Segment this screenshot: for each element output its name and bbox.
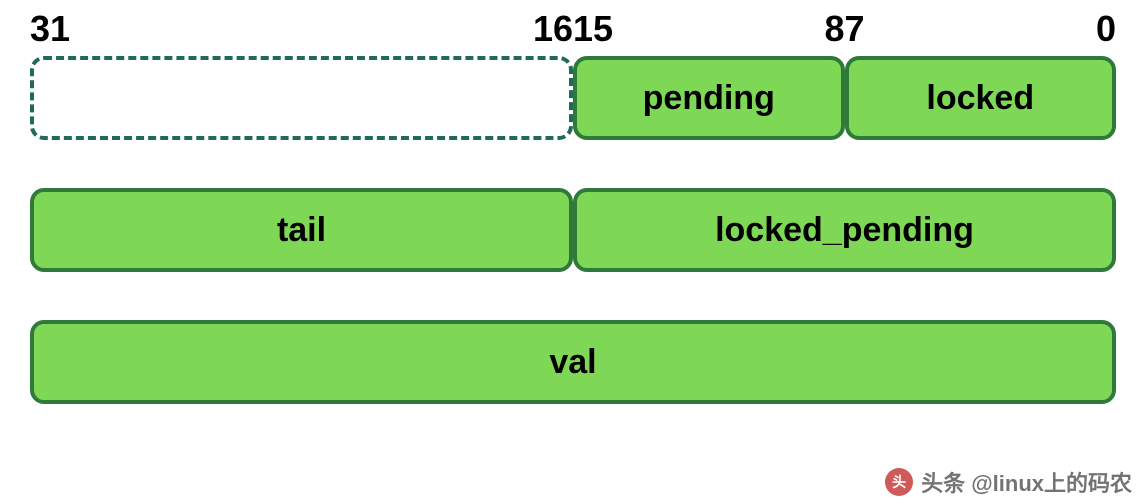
row-byte-view: pendinglocked — [30, 56, 1116, 140]
field-locked: locked — [845, 56, 1117, 140]
field-tail: tail — [30, 188, 573, 272]
watermark: 头 头条 @linux上的码农 — [885, 466, 1132, 498]
bit-0: 0 — [1096, 8, 1116, 50]
bit-8: 8 — [824, 8, 844, 50]
field-locked_pending: locked_pending — [573, 188, 1116, 272]
field-val: val — [30, 320, 1116, 404]
bit-31: 31 — [30, 8, 70, 50]
toutiao-icon: 头 — [885, 468, 913, 496]
row-half-view: taillocked_pending — [30, 188, 1116, 272]
rows-container: pendinglocked taillocked_pendingval — [30, 56, 1116, 404]
field-reserved — [30, 56, 573, 140]
row-word-view: val — [30, 320, 1116, 404]
bit-labels: 31 1615 87 0 — [30, 4, 1116, 56]
diagram: 31 1615 87 0 pendinglocked taillocked_pendin… — [30, 0, 1116, 404]
bit-15: 15 — [573, 8, 613, 50]
bit-16: 16 — [533, 8, 573, 50]
watermark-text: 头条 @linux上的码农 — [921, 466, 1132, 498]
bit-7: 7 — [845, 8, 865, 50]
field-pending: pending — [573, 56, 845, 140]
